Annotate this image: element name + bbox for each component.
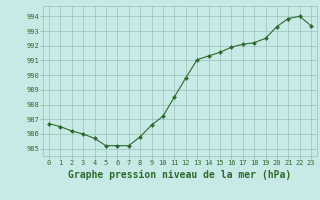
X-axis label: Graphe pression niveau de la mer (hPa): Graphe pression niveau de la mer (hPa) [68,170,292,180]
